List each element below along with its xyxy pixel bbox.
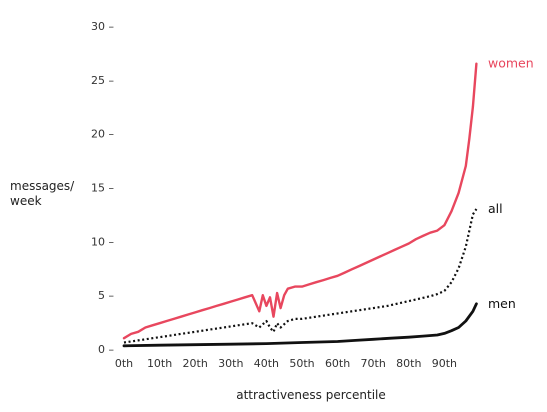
y-axis-label-line-2: week: [10, 194, 42, 208]
series-label-men: men: [488, 296, 516, 311]
y-tick-label: 0 –: [98, 343, 114, 356]
x-tick-label: 80th: [396, 357, 421, 370]
x-axis: 0th 10th 20th 30th 40th 50th 60th 70th 80th 90th: [115, 357, 457, 370]
series-line-all: [123, 208, 478, 344]
y-tick-label: 30 –: [91, 20, 114, 33]
x-tick-label: 70th: [361, 357, 386, 370]
series-lines: [122, 62, 478, 348]
y-tick-label: 25 –: [91, 74, 114, 87]
y-tick-label: 5 –: [98, 289, 114, 302]
x-tick-label: 20th: [183, 357, 208, 370]
x-axis-label: attractiveness percentile: [236, 388, 386, 402]
x-tick-label: 50th: [289, 357, 314, 370]
y-axis-label-line-1: messages/: [10, 179, 75, 193]
y-tick-label: 15 –: [91, 182, 114, 195]
series-labels: women all men: [488, 56, 534, 311]
series-label-all: all: [488, 201, 503, 216]
x-tick-label: 30th: [218, 357, 243, 370]
x-tick-label: 40th: [254, 357, 279, 370]
series-line-men: [122, 302, 478, 348]
x-tick-label: 0th: [115, 357, 133, 370]
series-label-women: women: [488, 56, 534, 71]
series-line-women: [122, 62, 478, 340]
y-axis: 0 – 5 – 10 – 15 – 20 – 25 – 30 –: [91, 20, 114, 356]
x-tick-label: 10th: [147, 357, 172, 370]
y-tick-label: 20 –: [91, 128, 114, 141]
y-axis-label: messages/ week: [10, 179, 78, 208]
y-tick-label: 10 –: [91, 235, 114, 248]
x-tick-label: 90th: [432, 357, 457, 370]
x-tick-label: 60th: [325, 357, 350, 370]
